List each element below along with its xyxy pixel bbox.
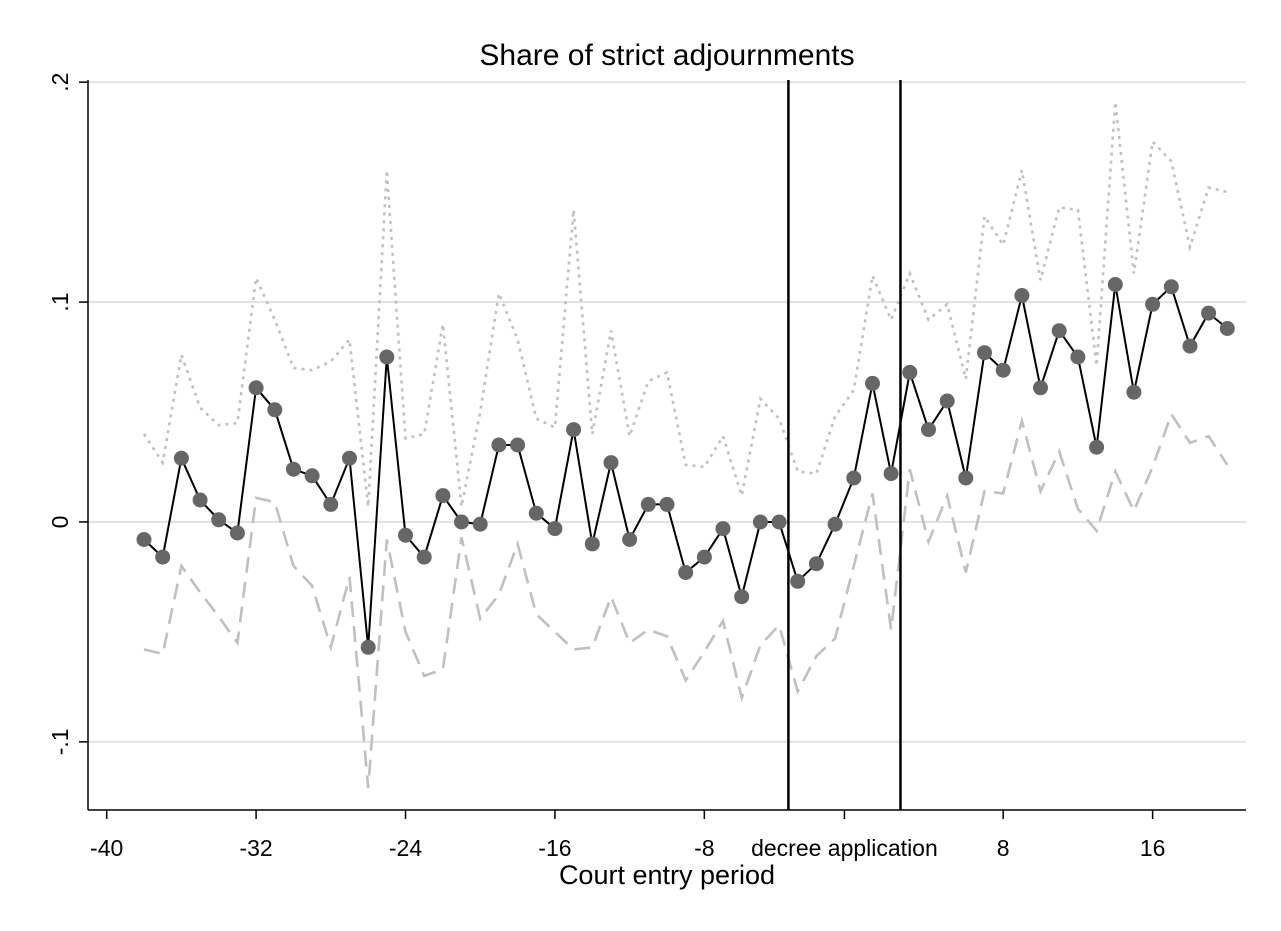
estimate-point [696, 549, 712, 565]
y-tick-label: -.1 [47, 728, 73, 755]
estimate-point [136, 532, 152, 547]
y-tick-label: .2 [47, 73, 73, 92]
chart-title: Share of strict adjournments [479, 39, 854, 72]
x-tick-label: -24 [389, 835, 422, 861]
estimate-point [1219, 321, 1235, 336]
estimate-point [304, 468, 320, 484]
estimate-point [827, 516, 843, 532]
estimate-point [1051, 323, 1067, 339]
estimate-point [977, 345, 992, 361]
estimate-point [155, 549, 171, 565]
estimate-point [883, 466, 899, 482]
estimate-point [1070, 349, 1086, 365]
decree-application-label: decree application [751, 835, 938, 861]
estimate-point [1089, 439, 1105, 455]
estimate-point [1182, 338, 1198, 354]
estimate-point [603, 455, 619, 471]
axes: .2 .1 0 -.1 -40 -32 -24 -16 -8 8 16 decree applicat… [47, 73, 1246, 861]
estimate-point [547, 521, 563, 537]
estimate-point [771, 514, 787, 530]
x-tick-label: -40 [90, 835, 123, 861]
estimate-point [790, 573, 806, 589]
estimate-point [715, 521, 731, 537]
estimate-point [958, 470, 974, 486]
y-tick-label: 0 [47, 516, 73, 529]
estimate-point [659, 496, 675, 512]
estimate-point [865, 375, 880, 391]
estimate-point [472, 516, 488, 532]
estimate-point [323, 496, 339, 512]
estimate-point [435, 488, 451, 504]
estimate-point [379, 349, 395, 365]
estimate-point [342, 450, 357, 466]
estimate-point [510, 437, 526, 453]
estimate-point [192, 492, 208, 508]
estimate-point [229, 525, 245, 541]
lower-ci-line [143, 411, 1229, 789]
estimate-point [267, 402, 283, 418]
estimate-point [734, 589, 750, 605]
x-axis-label: Court entry period [559, 860, 775, 890]
estimate-point [211, 512, 227, 528]
gridlines [88, 81, 1246, 743]
estimate-point [454, 514, 469, 530]
estimate-point [921, 422, 936, 438]
estimate-point [1033, 380, 1048, 396]
estimate-point [584, 536, 600, 552]
estimate-point [566, 422, 582, 438]
upper-ci-line [142, 101, 1228, 507]
estimate-point [752, 514, 768, 530]
x-tick-label: -32 [239, 835, 272, 861]
reference-lines [787, 80, 902, 810]
estimate-point [1014, 288, 1030, 303]
estimate-point [808, 556, 824, 572]
estimate-point [360, 639, 376, 655]
estimate-point [622, 532, 638, 547]
estimate-point [173, 450, 189, 466]
estimate-point [846, 470, 862, 486]
estimate-point [678, 565, 694, 580]
estimate-point [640, 496, 656, 512]
estimate-point [1201, 305, 1217, 321]
estimate-point [1107, 277, 1123, 292]
estimate-point [491, 437, 507, 453]
x-tick-label: 8 [997, 835, 1010, 861]
estimate-point [1126, 384, 1142, 400]
estimate-point [939, 393, 955, 409]
estimate-point [286, 461, 301, 477]
estimate-point [1163, 279, 1179, 295]
series-layer [136, 101, 1235, 789]
estimate-point [528, 505, 544, 521]
estimate-point [902, 364, 918, 380]
estimate-point [416, 549, 432, 565]
estimate-point [1145, 296, 1161, 312]
estimate-point [995, 362, 1011, 378]
x-tick-label: -16 [538, 835, 571, 861]
x-tick-label: -8 [694, 835, 714, 861]
x-tick-label: 16 [1140, 835, 1166, 861]
estimate-point [248, 380, 264, 396]
estimate-point [398, 527, 413, 543]
y-tick-label: .1 [47, 292, 73, 311]
